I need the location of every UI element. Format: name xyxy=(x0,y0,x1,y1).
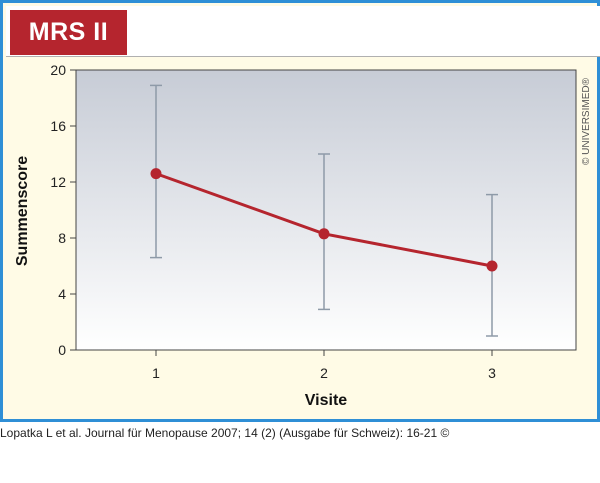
source-caption: Lopatka L et al. Journal für Menopause 2… xyxy=(0,426,450,440)
y-tick-label: 8 xyxy=(58,230,66,246)
x-tick-label: 3 xyxy=(488,365,496,381)
y-axis-title: Summenscore xyxy=(14,156,31,266)
y-tick-label: 20 xyxy=(50,62,66,78)
x-tick-label: 1 xyxy=(152,365,160,381)
data-point xyxy=(318,228,330,240)
y-tick-label: 12 xyxy=(50,174,66,190)
plot-area xyxy=(75,69,577,351)
y-tick-label: 0 xyxy=(58,342,66,358)
data-point xyxy=(486,260,498,272)
x-tick-label: 2 xyxy=(320,365,328,381)
y-tick-label: 16 xyxy=(50,118,66,134)
chart-title: MRS II xyxy=(10,10,127,55)
x-axis-title: Visite xyxy=(305,392,348,409)
x-axis: 1 2 3 xyxy=(152,350,496,381)
data-point xyxy=(150,168,162,180)
series xyxy=(150,168,498,272)
copyright-mark: © UNIVERSIMED® xyxy=(581,77,592,165)
y-axis: 0 4 8 12 16 20 xyxy=(50,62,76,358)
y-tick-label: 4 xyxy=(58,286,66,302)
